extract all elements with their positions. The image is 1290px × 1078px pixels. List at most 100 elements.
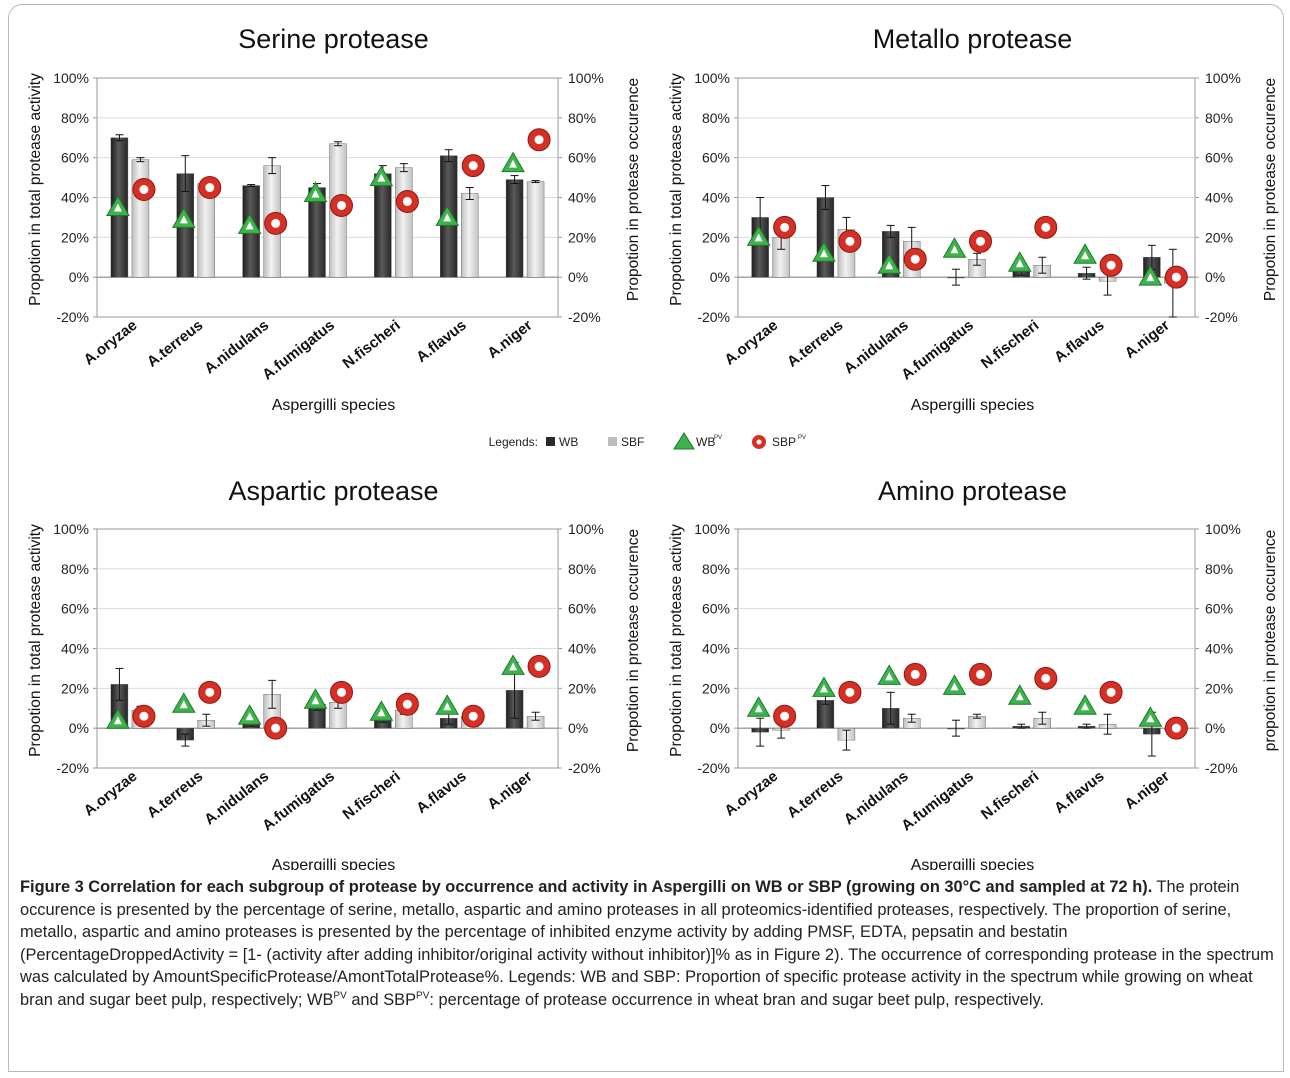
y-tick-label: 100% [53,521,89,537]
x-category-label: A.niger [484,317,535,362]
y2-tick-label: 100% [568,70,604,86]
wb-pv-marker-inner [245,712,254,721]
x-category-label: A.niger [1122,768,1173,813]
chart-panel-1: -20% -20% 0% 0% 20% 20% 40% 40% 60% 60% 80% 80% 100%… [27,24,642,414]
caption-text-3: : percentage of protease occurrence in w… [429,990,1045,1009]
sbp-pv-marker-inner [139,711,149,721]
y2-axis-label: Propotion in protease occurence [625,78,642,301]
chart-title: Serine protease [238,24,429,54]
x-axis-label: Aspergilli species [272,397,396,414]
y-tick-label: 80% [61,110,89,126]
wb-pv-marker-inner [245,221,254,230]
y-axis-label: Propotion in total protease activity [27,73,44,306]
y-axis-label: Propotion in total protease activity [27,524,44,757]
x-category-label: N.fischeri [978,768,1042,823]
y-tick-label: 20% [702,680,730,696]
y-tick-label: 80% [702,561,730,577]
sbp-pv-marker-inner [1041,673,1051,683]
y2-tick-label: 20% [568,680,596,696]
y2-tick-label: 80% [568,110,596,126]
sbp-pv-marker-inner [845,236,855,246]
y-axis-label: Propotion in total protease activity [668,73,685,306]
y-tick-label: 40% [702,641,730,657]
y2-tick-label: 80% [568,561,596,577]
y2-tick-label: 100% [1205,70,1241,86]
y-tick-label: 80% [61,561,89,577]
y2-tick-label: -20% [1205,760,1238,776]
y-tick-label: 60% [702,601,730,617]
figure-caption: Figure 3 Correlation for each subgroup o… [20,876,1276,1012]
sbp-pv-marker-inner [1106,260,1116,270]
y-tick-label: 80% [702,110,730,126]
wb-pv-marker-inner [377,708,386,717]
y2-tick-label: -20% [568,309,601,325]
y2-tick-label: 100% [1205,521,1241,537]
y2-tick-label: 60% [1205,150,1233,166]
wb-pv-marker-inner [885,261,894,270]
y2-tick-label: 40% [568,190,596,206]
y-axis-label: Propotion in total protease activity [668,524,685,757]
wb-pv-marker-inner [179,700,188,709]
y2-tick-label: -20% [568,760,601,776]
y-tick-label: 20% [61,680,89,696]
caption-text-2: and SBP [346,990,417,1009]
sbp-pv-marker-inner [780,711,790,721]
wb-pv-marker-inner [443,702,452,711]
y-tick-label: -20% [56,760,89,776]
sbp-pv-marker-inner [271,218,281,228]
x-category-label: A.niger [484,768,535,813]
wb-pv-marker-inner [950,682,959,691]
sbp-pv-marker-inner [1106,687,1116,697]
y2-tick-label: 80% [1205,110,1233,126]
y-tick-label: -20% [697,309,730,325]
y-tick-label: 0% [69,720,89,736]
y2-tick-label: 80% [1205,561,1233,577]
y2-tick-label: 0% [1205,720,1225,736]
sbp-pv-marker-inner [468,711,478,721]
y2-tick-label: 100% [568,521,604,537]
chart-panel-2: -20% -20% 0% 0% 20% 20% 40% 40% 60% 60% 80% 80% 100%… [668,24,1279,414]
y-tick-label: 100% [694,70,730,86]
chart-title: Aspartic protease [228,476,438,506]
chart-title: Amino protease [878,476,1067,506]
wb-bar [505,179,524,278]
sbp-pv-marker-inner [910,669,920,679]
sbp-pv-marker-inner [337,200,346,210]
legend-prefix: Legends: [489,435,538,449]
sbp-pv-marker-inner [205,183,215,193]
sbp-pv-marker-inner [402,196,412,206]
x-axis-label: Aspergilli species [911,857,1035,870]
caption-sup-1: PV [333,990,347,1002]
x-category-label: A.oryzae [721,768,781,820]
x-category-label: A.flavus [413,317,469,366]
sbp-bar [526,181,545,278]
sbp-bar [131,159,150,278]
sbp-pv-marker-inner [534,135,544,145]
wb-pv-marker-inner [950,245,959,254]
y2-axis-label: propotion in protease occurence [1262,530,1279,751]
x-category-label: A.terreus [144,317,206,371]
y-tick-label: -20% [56,309,89,325]
sbp-pv-marker-inner [139,185,149,195]
x-category-label: A.fumigatus [898,768,977,835]
sbp-pv-marker-inner [1171,723,1181,733]
x-category-label: A.flavus [1051,768,1107,817]
y-tick-label: 20% [61,229,89,245]
x-category-label: A.terreus [784,317,846,371]
sbp-pv-marker-inner [1041,222,1051,232]
y2-axis-label: Propotion in protease occurence [1262,78,1279,301]
wb-pv-marker-inner [179,215,188,224]
figure-charts: -20% -20% 0% 0% 20% 20% 40% 40% 60% 60% 80% 80% 100%… [27,24,1279,870]
wb-pv-marker-inner [1015,259,1024,268]
y2-tick-label: 20% [1205,680,1233,696]
x-category-label: A.oryzae [81,768,141,820]
y-tick-label: 100% [53,70,89,86]
sbp-pv-marker-inner [845,687,855,697]
wb-pv-marker-inner [819,684,828,693]
legend-label: WB [696,435,715,449]
wb-pv-marker-inner [311,696,320,705]
wb-pv-marker-inner [819,249,828,258]
chart-panel-3: -20% -20% 0% 0% 20% 20% 40% 40% 60% 60% 80% 80% 100%… [27,476,642,870]
y-tick-label: 40% [61,190,89,206]
green-triangle-icon [673,432,695,450]
